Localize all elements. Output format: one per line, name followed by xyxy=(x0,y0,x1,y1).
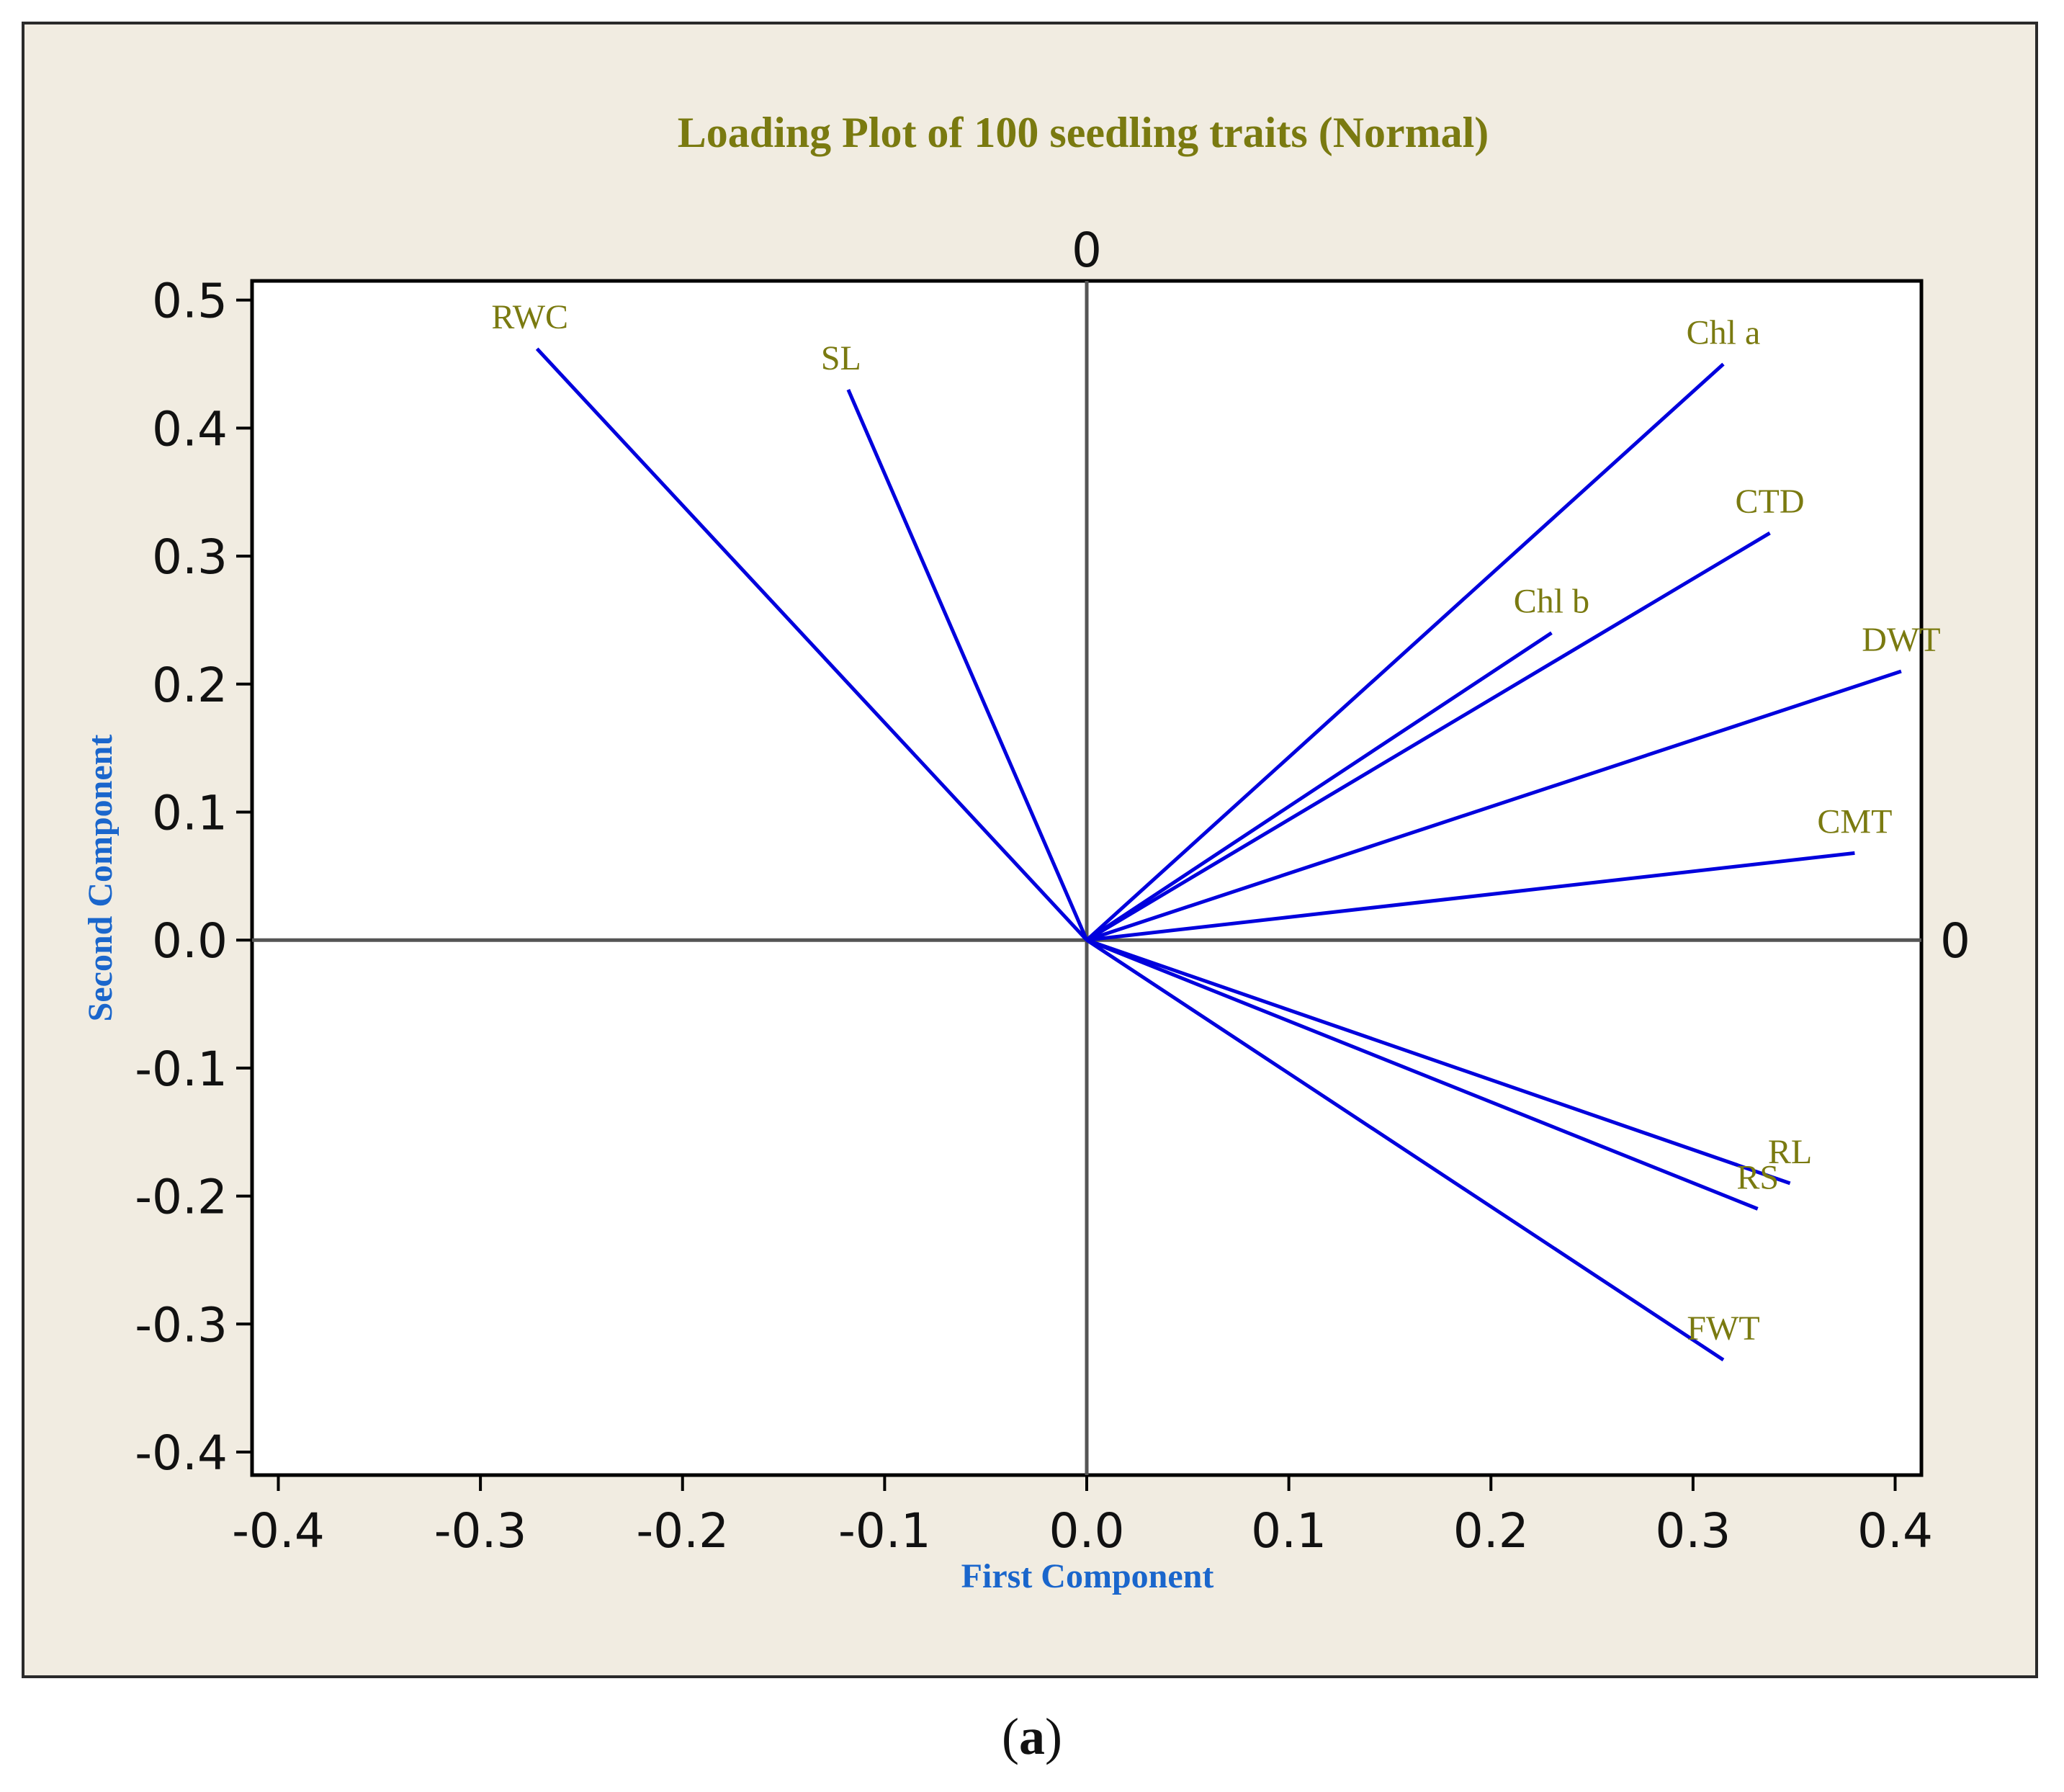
x-tick-label: -0.1 xyxy=(838,1503,931,1559)
vector-chl-a xyxy=(1085,362,1725,942)
y-tick-label: 0.3 xyxy=(152,529,228,585)
vector-label-rs: RS xyxy=(1736,1158,1779,1196)
vector-dwt xyxy=(1086,669,1902,942)
figure-frame: Loading Plot of 100 seedling traits (Nor… xyxy=(22,22,2038,1678)
figure-caption: (a) xyxy=(1002,1708,1062,1765)
vector-label-ctd: CTD xyxy=(1736,483,1805,521)
x-axis-ticks: -0.4 -0.3 -0.2 -0.1 0.0 0.1 0.2 0.3 0.4 xyxy=(232,1475,1933,1559)
vector-ctd xyxy=(1085,531,1771,942)
x-tick-label: 0.1 xyxy=(1251,1503,1327,1559)
vector-label-rwc: RWC xyxy=(491,298,568,336)
vector-label-sl: SL xyxy=(821,339,861,377)
x-tick-label: 0.4 xyxy=(1857,1503,1933,1559)
y-tick-label: 0.0 xyxy=(152,913,228,969)
reference-line-x0-label: 0 xyxy=(1072,223,1102,278)
x-tick-label: -0.3 xyxy=(434,1503,527,1559)
vector-label-cmt: CMT xyxy=(1817,802,1892,841)
vector-label-chl-b: Chl b xyxy=(1514,583,1589,621)
x-tick-label: -0.2 xyxy=(636,1503,729,1559)
x-tick-label: 0.3 xyxy=(1655,1503,1731,1559)
chart-title: Loading Plot of 100 seedling traits (Nor… xyxy=(678,109,1489,156)
vector-fwt xyxy=(1085,938,1725,1362)
y-axis-title: Second Component xyxy=(81,735,120,1022)
y-tick-label: 0.1 xyxy=(152,785,228,841)
x-tick-label: 0.0 xyxy=(1049,1503,1125,1559)
reference-line-y0-label: 0 xyxy=(1940,913,1970,969)
y-tick-label: 0.5 xyxy=(152,274,228,329)
x-axis-title: First Component xyxy=(961,1557,1214,1595)
caption-letter: a xyxy=(1019,1708,1045,1765)
y-axis-ticks: 0.5 0.4 0.3 0.2 0.1 0.0 -0.1 -0.2 -0.3 -0.4 xyxy=(135,274,252,1481)
y-tick-label: -0.1 xyxy=(135,1041,228,1097)
vector-label-chl-a: Chl a xyxy=(1687,314,1761,352)
vector-rl xyxy=(1086,938,1791,1186)
vector-label-rl: RL xyxy=(1768,1133,1812,1171)
vector-sl xyxy=(846,389,1089,941)
vector-label-fwt: FWT xyxy=(1687,1309,1759,1348)
vector-rwc xyxy=(535,347,1088,941)
y-tick-label: 0.2 xyxy=(152,658,228,713)
y-tick-label: -0.3 xyxy=(135,1297,228,1353)
loading-vectors xyxy=(535,347,1902,1362)
loading-plot-chart: Loading Plot of 100 seedling traits (Nor… xyxy=(81,109,1970,1595)
x-tick-label: -0.4 xyxy=(232,1503,325,1559)
y-tick-label: 0.4 xyxy=(152,401,228,457)
y-tick-label: -0.4 xyxy=(135,1425,228,1481)
vector-cmt xyxy=(1086,851,1855,942)
x-tick-label: 0.2 xyxy=(1453,1503,1529,1559)
vector-chl-b xyxy=(1085,631,1553,942)
y-tick-label: -0.2 xyxy=(135,1170,228,1225)
vector-label-dwt: DWT xyxy=(1862,621,1940,659)
vector-rs xyxy=(1086,938,1759,1211)
